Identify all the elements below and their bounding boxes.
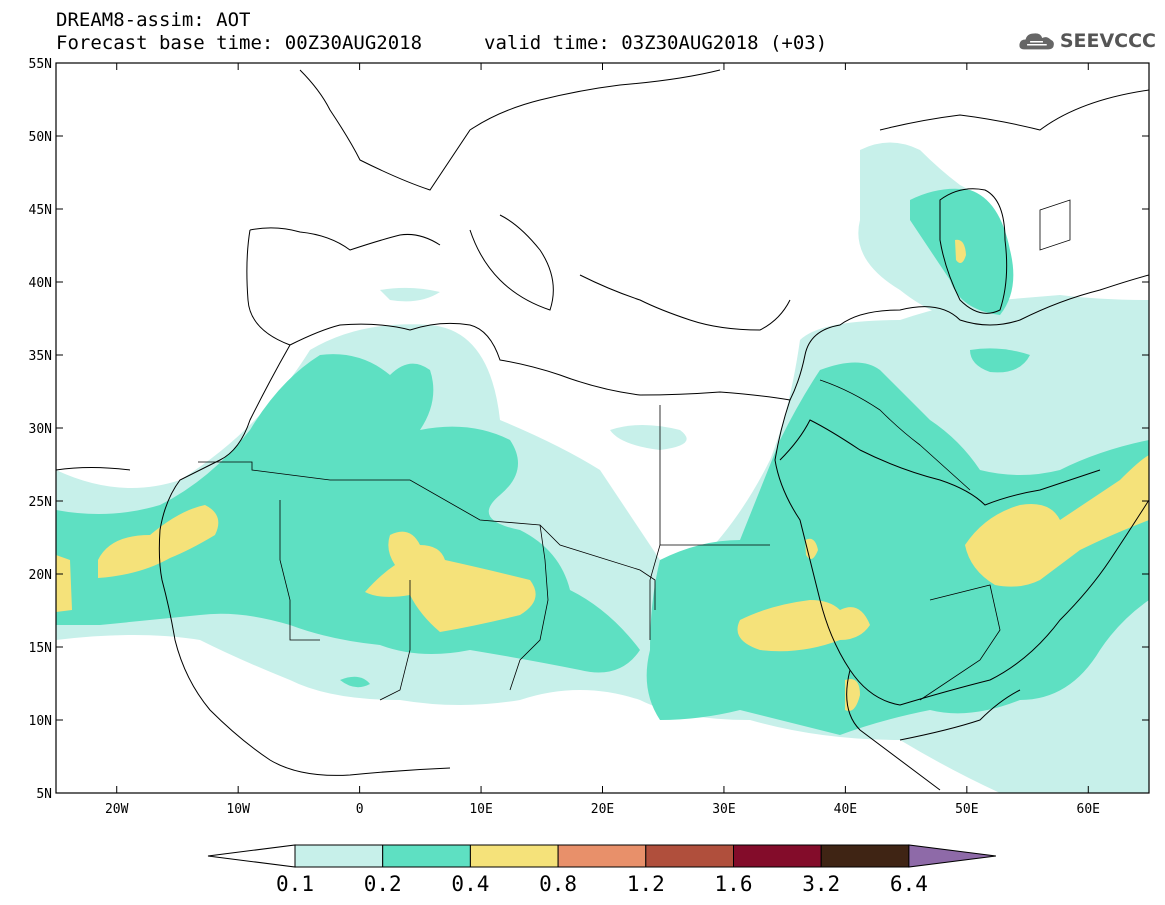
colorbar-segment: [557, 844, 647, 868]
latitude-axis: 55N 50N 45N 40N 35N 30N 25N 20N 15N 10N 5N: [29, 57, 1149, 802]
lon-label: 20W: [105, 802, 129, 817]
lat-label: 30N: [29, 422, 52, 437]
lat-label: 55N: [29, 57, 52, 72]
lat-label: 20N: [29, 568, 52, 583]
colorbar-label: 0.2: [364, 872, 402, 896]
lon-label: 10E: [469, 802, 492, 817]
lon-label: 20E: [591, 802, 614, 817]
colorbar-segment: [469, 844, 559, 868]
colorbar-segment: [820, 844, 910, 868]
lat-label: 25N: [29, 495, 52, 510]
colorbar-label: 3.2: [802, 872, 840, 896]
lon-label: 50E: [955, 802, 978, 817]
colorbar-segment: [645, 844, 734, 868]
aot-field: [56, 142, 1149, 793]
colorbar-label: 1.2: [627, 872, 665, 896]
colorbar-label: 6.4: [890, 872, 928, 896]
lat-label: 40N: [29, 276, 52, 291]
colorbar-segment: [294, 844, 384, 868]
longitude-axis: 20W 10W 0 10E 20E 30E 40E 50E 60E: [105, 63, 1100, 817]
seevccc-logo: SEEVCCC: [1018, 24, 1156, 58]
coastlines-borders: [56, 69, 1149, 791]
logo-text: SEEVCCC: [1059, 30, 1156, 52]
lat-label: 50N: [29, 130, 52, 145]
lat-label: 45N: [29, 203, 52, 218]
colorbar-label: 0.4: [451, 872, 489, 896]
lon-label: 10W: [226, 802, 250, 817]
aot-band-0.8: [56, 239, 1149, 711]
lon-label: 40E: [834, 802, 857, 817]
lon-label: 30E: [712, 802, 735, 817]
lon-label: 60E: [1077, 802, 1100, 817]
lat-label: 10N: [29, 714, 52, 729]
colorbar: 0.1 0.2 0.4 0.8 1.2 1.6 3.2 6.4: [207, 844, 996, 896]
map-title: DREAM8-assim: AOT: [56, 9, 251, 31]
colorbar-segment: [382, 844, 471, 868]
political-borders: [198, 199, 1071, 701]
lat-label: 35N: [29, 349, 52, 364]
colorbar-label: 0.8: [539, 872, 577, 896]
cloud-icon: [1019, 33, 1054, 50]
valid-time: valid time: 03Z30AUG2018 (+03): [484, 32, 828, 54]
forecast-base-time: Forecast base time: 00Z30AUG2018: [56, 32, 423, 54]
lon-label: 0: [356, 802, 364, 817]
colorbar-right-triangle: [908, 844, 996, 868]
lat-label: 5N: [36, 787, 52, 802]
colorbar-left-triangle: [207, 844, 296, 868]
colorbar-label: 0.1: [276, 872, 314, 896]
colorbar-label: 1.6: [715, 872, 753, 896]
colorbar-segment: [733, 844, 822, 868]
lat-label: 15N: [29, 641, 52, 656]
